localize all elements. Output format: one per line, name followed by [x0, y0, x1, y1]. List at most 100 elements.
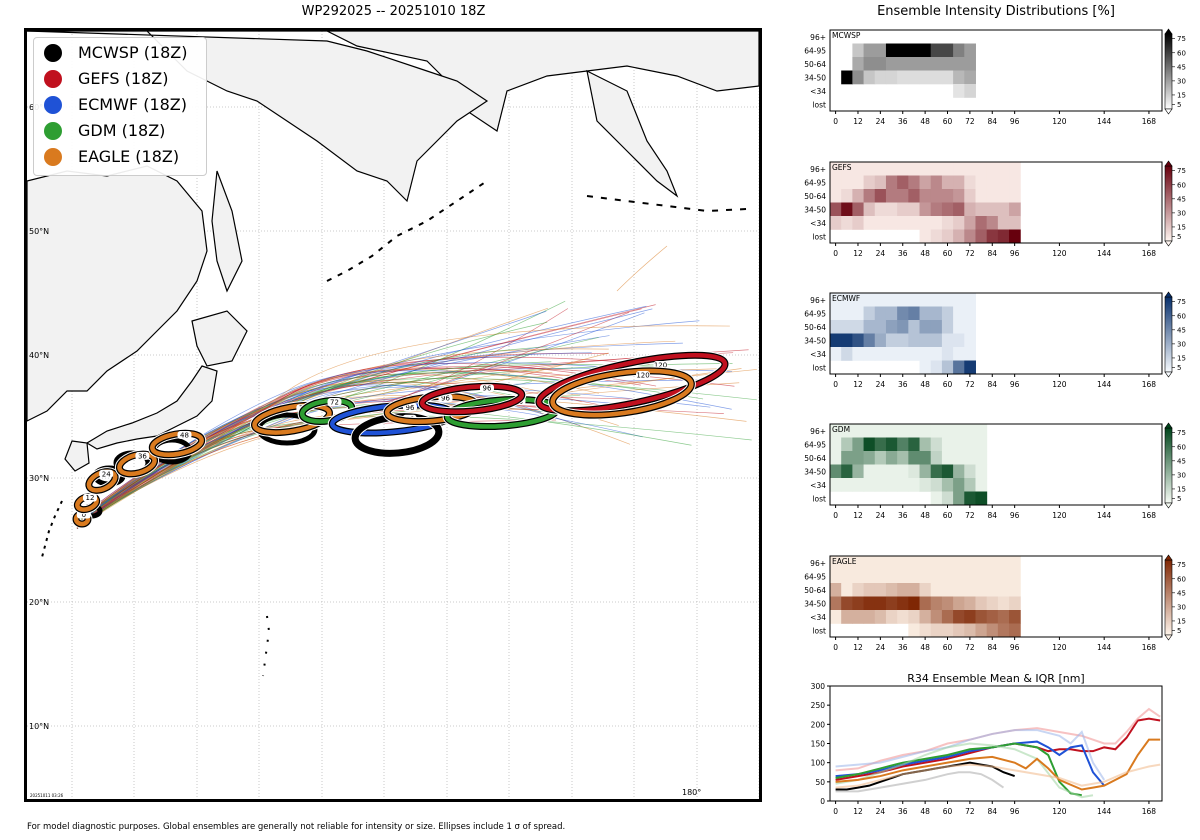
heatmap-cell: [852, 333, 865, 348]
heatmap-cell: [919, 216, 932, 230]
heatmap-row-label: 64-95: [804, 178, 826, 187]
heatmap-cell: [874, 596, 887, 611]
heatmap-row-label: <34: [810, 481, 826, 490]
heatmap-cell: [930, 333, 943, 348]
colorbar-tick-label: 45: [1177, 589, 1186, 597]
heatmap-cell: [941, 189, 954, 203]
heatmap-cell: [975, 478, 988, 492]
x-tick-label: 144: [1097, 117, 1112, 126]
y-tick-label: 0: [820, 797, 825, 806]
heatmap-cell: [897, 306, 909, 321]
heatmap-cell: [930, 360, 943, 375]
heatmap-cell: [941, 596, 954, 611]
heatmap-cell: [841, 583, 853, 597]
heatmap-cell: [964, 333, 976, 348]
lon-label-180: 180°: [682, 788, 701, 797]
heatmap-cell: [908, 596, 921, 611]
heatmap-cell: [953, 556, 965, 570]
heatmap-cell: [908, 189, 921, 203]
r34-series-mcwsp-iqr: [835, 771, 1005, 793]
heatmap-cell: [885, 347, 898, 361]
y-tick-label: 50: [815, 778, 825, 787]
colorbar-extend-top: [1164, 291, 1173, 298]
x-tick-label: 12: [853, 117, 863, 126]
heatmap-cell: [919, 583, 932, 597]
x-tick-label: 24: [876, 511, 886, 520]
heatmap-frame: [829, 292, 1163, 375]
heatmap-cell: [852, 347, 865, 361]
heatmap-row-label: 96+: [810, 559, 826, 568]
heatmap-cell: [919, 189, 932, 203]
colorbar: [1164, 165, 1173, 242]
heatmap-cell: [863, 596, 876, 611]
aleutian-islands: [586, 195, 748, 213]
heatmap-cell: [964, 57, 976, 71]
heatmap-cell: [1009, 189, 1021, 203]
legend-label-gefs: GEFS (18Z): [78, 69, 169, 88]
x-tick-label: 96: [1010, 643, 1020, 652]
heatmap-cell: [930, 347, 943, 361]
heatmap-cell: [964, 216, 976, 230]
heatmap-cell: [908, 424, 921, 438]
heatmap-cell: [852, 43, 865, 58]
forecast-ellipse-gefs-120: 120: [534, 350, 730, 416]
heatmap-cell: [997, 162, 1010, 176]
heatmap-cell: [841, 293, 853, 307]
heatmap-cell: [997, 623, 1010, 638]
colorbar-tick-label: 30: [1177, 209, 1186, 217]
x-tick-label: 24: [876, 643, 886, 652]
x-tick-label: 120: [1052, 511, 1067, 520]
heatmap-cell: [830, 202, 842, 217]
heatmap-cell: [964, 360, 976, 375]
honshu: [85, 365, 218, 450]
heatmap-cell: [953, 464, 965, 479]
legend-label-gdm: GDM (18Z): [78, 121, 166, 140]
x-tick-label: 24: [876, 249, 886, 258]
heatmap-cell: [897, 583, 909, 597]
heatmap-cell: [874, 216, 887, 230]
x-tick-label: 96: [1010, 380, 1020, 389]
heatmap-cell: [863, 333, 876, 348]
heatmap-cell: [919, 229, 932, 244]
x-tick-label: 48: [920, 380, 930, 389]
heatmap-title: GEFS: [832, 163, 852, 172]
heatmap-row-label: 96+: [810, 33, 826, 42]
heatmap-cell: [885, 189, 898, 203]
heatmap-cell: [874, 556, 887, 570]
heatmap-cell: [930, 437, 943, 452]
heatmap-cell: [841, 216, 853, 230]
heatmap-cell: [863, 437, 876, 452]
heatmap-cell: [874, 347, 887, 361]
heatmap-cell: [953, 491, 965, 506]
heatmap-cell: [897, 333, 909, 348]
heatmap-cell: [863, 70, 876, 85]
heatmap-cell: [830, 175, 842, 190]
heatmap-cell: [941, 437, 954, 452]
colorbar-extend-top: [1164, 422, 1173, 429]
heatmap-cell: [986, 162, 999, 176]
x-tick-label: 36: [898, 511, 908, 520]
heatmap-cell: [964, 70, 976, 85]
heatmap-cell: [863, 162, 876, 176]
heatmap-cell: [953, 43, 965, 58]
heatmap-cell: [908, 216, 921, 230]
colorbar-tick-label: 30: [1177, 603, 1186, 611]
legend-dot-gdm: [44, 121, 62, 140]
heatmap-cell: [852, 610, 865, 624]
heatmap-cell: [908, 556, 921, 570]
ensemble-track: [76, 368, 599, 526]
heatmap-cell: [852, 556, 865, 570]
x-tick-label: 24: [876, 117, 886, 126]
ensemble-track: [76, 368, 722, 522]
heatmap-cell: [852, 216, 865, 230]
x-tick-label: 120: [1052, 380, 1067, 389]
heatmap-cell: [885, 216, 898, 230]
heatmap-cell: [964, 596, 976, 611]
y-tick-label: 100: [811, 759, 826, 768]
heatmap-cell: [1009, 596, 1021, 611]
heatmap-cell: [897, 478, 909, 492]
colorbar-extend-top: [1164, 160, 1173, 167]
heatmap-cell: [953, 320, 965, 334]
ellipse-hour-label: 48: [180, 432, 189, 440]
x-tick-label: 168: [1142, 511, 1157, 520]
